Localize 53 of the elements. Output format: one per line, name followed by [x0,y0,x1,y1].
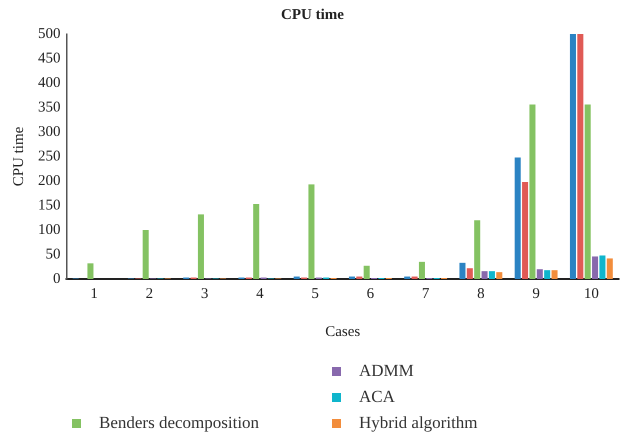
chart-title: CPU time [281,6,344,23]
bar [466,268,473,279]
x-axis-title: Cases [325,324,360,340]
x-tick-label: 6 [366,286,375,302]
y-tick-label: 450 [38,50,60,66]
y-tick-label: 150 [38,197,60,214]
bar [308,184,314,279]
bar [570,34,576,279]
y-tick-label: 400 [38,74,60,91]
bar [198,214,204,279]
bar [577,34,584,279]
y-tick-label: 500 [38,26,60,42]
x-tick-label: 5 [311,286,319,302]
bar [253,204,260,279]
y-tick-label: 200 [38,172,60,189]
legend-label: ADMM [359,361,414,381]
x-tick-label: 2 [146,286,154,302]
bar [606,258,613,279]
x-tick-label: 9 [532,286,540,302]
bar [552,270,558,279]
bar [496,272,502,279]
bar [87,263,94,279]
legend-label: Benders decomposition [99,413,260,433]
bar [364,266,370,279]
y-tick-label: 350 [38,99,60,116]
bar [536,269,543,279]
bar [474,220,480,279]
y-axis-title: CPU time [10,126,27,186]
bar [482,271,488,279]
bar [514,157,521,279]
y-tick-label: 300 [38,124,60,140]
bar [418,262,425,279]
x-tick-label: 4 [256,286,264,302]
y-tick-label: 250 [38,148,60,164]
bar [488,271,495,279]
bar [592,256,598,279]
legend-label: ACA [359,387,395,407]
y-tick-label: 50 [46,246,60,262]
x-tick-label: 10 [584,286,599,302]
x-tick-label: 7 [422,286,430,302]
bar [142,230,149,279]
bar [529,104,536,279]
bar [544,270,550,279]
bar [599,255,606,279]
y-tick-label: 0 [53,270,60,287]
bar [522,182,528,279]
x-tick-label: 8 [477,286,485,302]
legend-label: Hybrid algorithm [359,413,478,433]
x-tick-label: 3 [200,286,208,302]
bar [584,104,591,279]
x-tick-label: 1 [90,286,98,302]
y-tick-label: 100 [38,222,60,238]
bar [459,262,466,279]
